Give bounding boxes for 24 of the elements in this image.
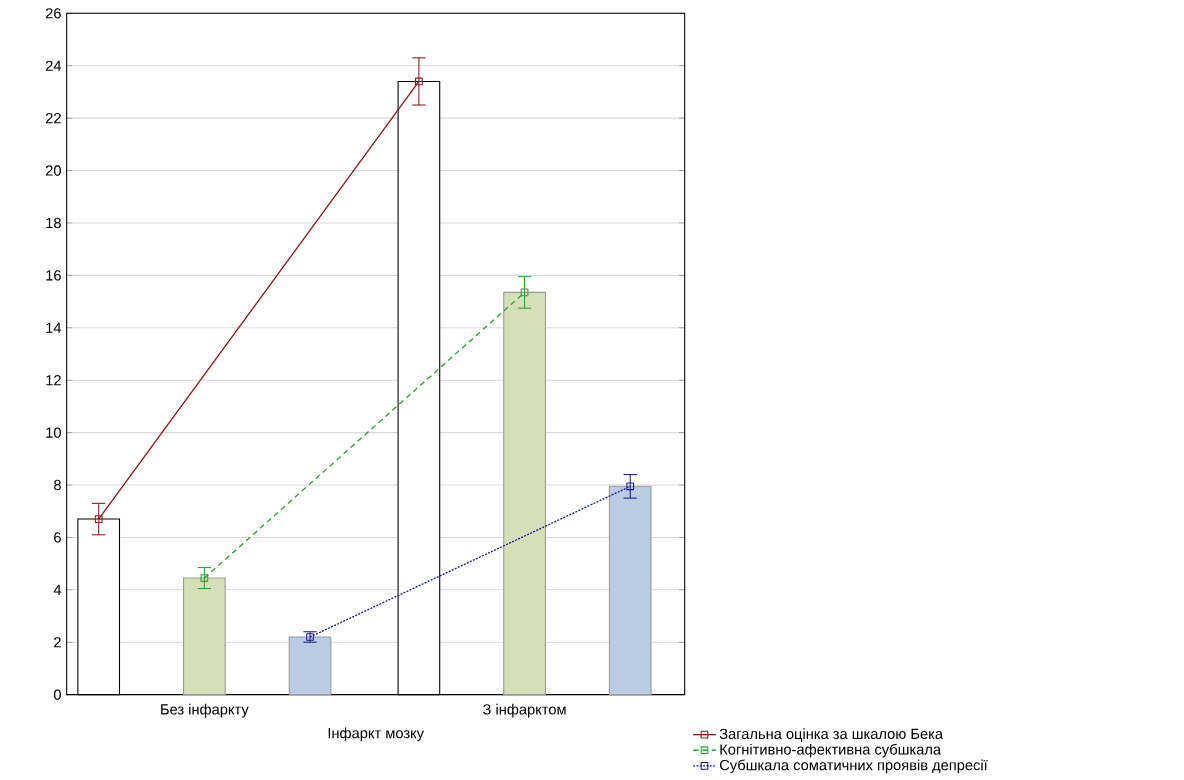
y-tick-label: 24 bbox=[45, 60, 62, 71]
legend-label: Загальна оцінка за шкалою Бека bbox=[719, 728, 944, 742]
y-tick-label: 10 bbox=[46, 427, 61, 438]
bar bbox=[608, 485, 652, 696]
y-tick-label: 26 bbox=[45, 8, 61, 19]
y-tick-label: 20 bbox=[45, 165, 61, 176]
y-tick-label: 16 bbox=[46, 270, 61, 281]
x-tick-label: З інфарктом bbox=[483, 703, 566, 718]
y-tick-label: 0 bbox=[53, 689, 61, 700]
y-tick-label: 22 bbox=[45, 113, 61, 124]
legend-label: Когнітивно-афективна субшкала bbox=[720, 743, 942, 758]
x-axis-title: Інфаркт мозку bbox=[328, 727, 424, 742]
y-tick-label: 8 bbox=[53, 479, 61, 491]
y-tick-label: 6 bbox=[54, 532, 61, 543]
y-tick-label: 14 bbox=[46, 322, 62, 333]
legend-label: Субшкала соматичних проявів депресії bbox=[719, 759, 988, 774]
x-tick-label: Без інфаркту bbox=[161, 703, 249, 718]
y-tick-label: 18 bbox=[46, 217, 61, 229]
y-tick-label: 2 bbox=[54, 637, 61, 648]
bar bbox=[503, 291, 546, 696]
y-tick-label: 4 bbox=[53, 584, 62, 595]
bar bbox=[288, 636, 332, 696]
bar bbox=[183, 577, 226, 696]
y-tick-label: 12 bbox=[46, 375, 61, 386]
